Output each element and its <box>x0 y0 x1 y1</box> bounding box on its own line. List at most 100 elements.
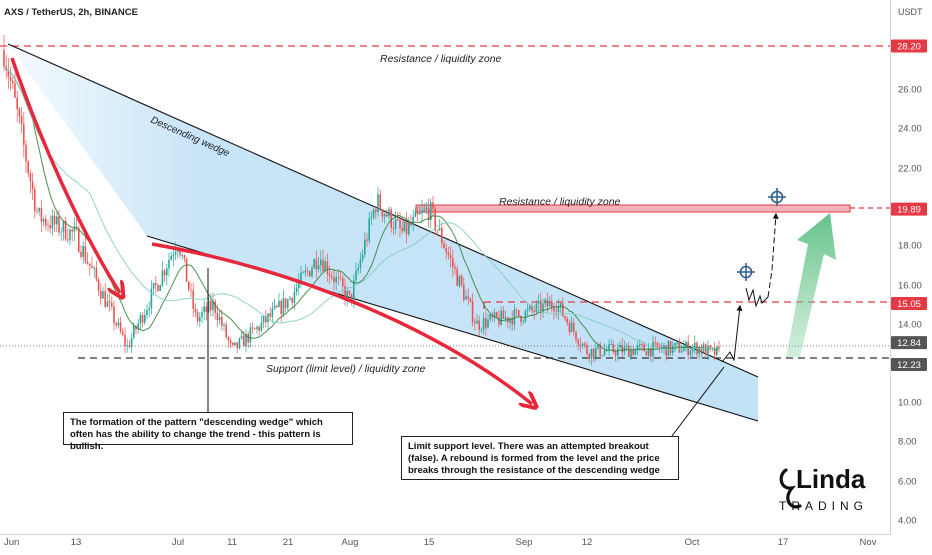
candle-body <box>634 349 637 355</box>
candle-body <box>249 327 252 343</box>
red-arrow-1 <box>10 57 120 293</box>
candle-body <box>273 305 276 309</box>
candle-body <box>447 252 450 256</box>
candle-body <box>315 259 318 270</box>
price-tick-label: 26.00 <box>898 85 922 96</box>
candle-body <box>238 338 241 349</box>
candle-body <box>665 345 667 356</box>
candle-body <box>328 274 331 276</box>
candle-body <box>364 239 366 255</box>
time-tick-label: Nov <box>860 537 877 548</box>
candle-body <box>36 211 38 213</box>
candle-body <box>463 284 465 300</box>
candle-body <box>612 343 615 353</box>
candle-body <box>295 287 298 292</box>
candle-body <box>423 209 425 211</box>
candle-body <box>80 251 82 257</box>
candle-body <box>518 310 520 316</box>
target-icon-1 <box>737 263 755 281</box>
candle-body <box>82 245 84 257</box>
candle-body <box>465 296 467 300</box>
candle-body <box>9 76 12 81</box>
candle-body <box>383 214 386 217</box>
candle-body <box>29 173 32 182</box>
candle-body <box>16 97 18 110</box>
support-label: Support (limit level) / liquidity zone <box>266 363 425 375</box>
candle-body <box>227 337 230 341</box>
candle-body <box>210 300 212 311</box>
price-tick-label: 16.00 <box>898 281 922 292</box>
candle-body <box>265 316 267 323</box>
candle-body <box>408 223 410 235</box>
price-tick-label: 10.00 <box>898 398 922 409</box>
candle-body <box>586 344 588 355</box>
candle-body <box>93 267 95 269</box>
candle-body <box>104 291 106 307</box>
candle-body <box>42 218 45 222</box>
candle-body <box>236 342 238 349</box>
candle-body <box>196 312 199 322</box>
candle-body <box>489 314 491 320</box>
candle-body <box>372 209 375 218</box>
candle-body <box>291 298 293 303</box>
time-tick-label: Jul <box>172 537 184 548</box>
candle-body <box>199 316 201 322</box>
candle-body <box>535 303 538 313</box>
candle-body <box>179 247 181 256</box>
candle-body <box>650 348 652 357</box>
candle-body <box>566 318 568 323</box>
candle-body <box>144 315 146 323</box>
candle-body <box>350 293 353 301</box>
candle-body <box>676 342 678 344</box>
candle-body <box>436 230 439 231</box>
candle-body <box>317 265 320 270</box>
candle-body <box>260 322 263 331</box>
time-tick-label: Oct <box>685 537 700 548</box>
candle-body <box>485 318 487 328</box>
candle-body <box>284 298 287 309</box>
candle-body <box>370 217 373 219</box>
candle-body <box>502 310 505 319</box>
candle-body <box>458 275 461 286</box>
candle-body <box>405 221 408 235</box>
candle-body <box>361 254 364 260</box>
candle-body <box>306 270 309 272</box>
candle-body <box>234 342 236 345</box>
time-tick-label: 11 <box>227 537 237 548</box>
candle-body <box>304 270 307 273</box>
candle-body <box>320 259 322 266</box>
candle-body <box>214 301 216 313</box>
price-tag-label: 19.89 <box>897 205 921 216</box>
candle-body <box>621 344 623 353</box>
candle-body <box>84 245 87 262</box>
candle-body <box>348 290 351 294</box>
moving-average-fast <box>3 65 720 352</box>
candle-body <box>410 223 412 226</box>
candle-body <box>546 299 549 307</box>
candle-body <box>326 261 329 275</box>
price-tags: 28.20 19.89 15.05 12.84 12.23 <box>891 39 927 372</box>
candle-body <box>91 266 93 269</box>
candle-body <box>339 277 342 279</box>
time-tick-label: 17 <box>778 537 789 548</box>
candle-body <box>694 342 696 348</box>
candle-body <box>487 319 489 328</box>
candle-body <box>269 313 271 317</box>
candle-body <box>397 219 399 221</box>
candle-body <box>150 288 153 309</box>
candle-body <box>190 289 192 291</box>
price-tag-label: 15.05 <box>897 299 921 310</box>
candle-body <box>141 314 144 323</box>
candle-body <box>575 331 577 341</box>
time-tick-label: Aug <box>342 537 359 548</box>
candle-body <box>553 307 555 312</box>
projection-path <box>721 304 743 363</box>
candle-body <box>181 255 183 256</box>
brand-sub: TRADING <box>779 499 868 513</box>
candle-body <box>700 346 703 353</box>
candle-body <box>106 301 109 307</box>
candle-body <box>689 351 692 355</box>
candle-body <box>163 270 166 276</box>
